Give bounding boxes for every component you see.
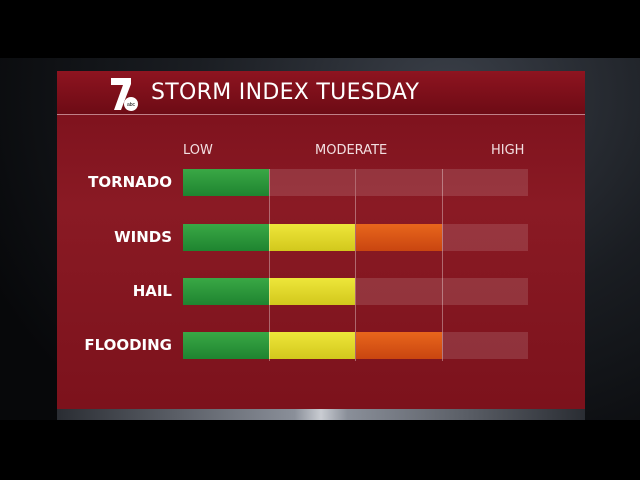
empty-segment [441,278,528,305]
filled-segment [355,224,442,251]
index-bar-hail [183,278,528,305]
row-label-winds: WINDS [114,228,172,246]
divider-line [442,169,443,361]
row-label-flooding: FLOODING [84,336,172,354]
lightning-glow [57,408,585,420]
index-bar-flooding [183,332,528,359]
index-bar-winds [183,224,528,251]
filled-segment [183,278,269,305]
empty-segment [355,169,442,196]
filled-segment [183,332,269,359]
empty-segment [441,169,528,196]
empty-segment [355,278,442,305]
filled-segment [269,224,356,251]
filled-segment [183,169,269,196]
filled-segment [183,224,269,251]
background-top [0,0,640,58]
filled-segment [269,332,356,359]
filled-segment [269,278,356,305]
empty-segment [269,169,356,196]
empty-segment [441,224,528,251]
row-label-hail: HAIL [132,282,172,300]
background-bottom [0,420,640,480]
scale-label-low: LOW [183,143,213,158]
divider-line [355,169,356,361]
divider-line [269,169,270,361]
page-title: STORM INDEX TUESDAY [151,80,420,105]
row-label-tornado: TORNADO [88,173,172,191]
filled-segment [355,332,442,359]
empty-segment [441,332,528,359]
scale-label-moderate: MODERATE [315,143,388,158]
svg-text:abc: abc [127,102,136,108]
index-bar-tornado [183,169,528,196]
station-logo: abc [111,78,138,111]
storm-index-panel: abc STORM INDEX TUESDAY LOW MODERATE HIG… [57,71,585,409]
header: abc STORM INDEX TUESDAY [57,71,585,115]
scale-label-high: HIGH [491,143,525,158]
